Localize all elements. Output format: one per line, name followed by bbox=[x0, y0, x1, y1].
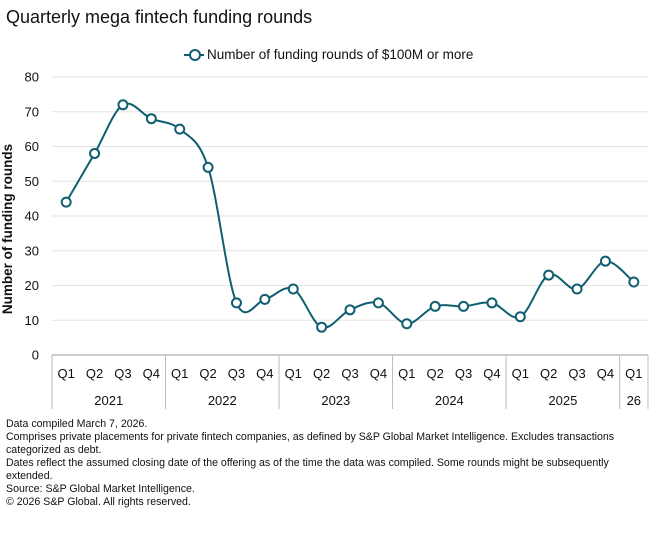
data-point bbox=[543, 269, 555, 281]
legend-label: Number of funding rounds of $100M or mor… bbox=[207, 46, 474, 62]
y-tick-label: 40 bbox=[25, 209, 39, 224]
y-axis-ticks: 0 10 20 30 40 50 60 70 80 bbox=[25, 70, 39, 363]
x-tick-label: Q1 bbox=[58, 366, 75, 381]
x-tick-label: Q3 bbox=[114, 366, 131, 381]
x-tick-label: Q2 bbox=[540, 366, 557, 381]
x-tick-label: Q1 bbox=[512, 366, 529, 381]
note-source: Source: S&P Global Market Intelligence. bbox=[6, 483, 195, 495]
x-tick-label: Q1 bbox=[285, 366, 302, 381]
year-label: 26 bbox=[627, 393, 641, 408]
x-tick-label: Q2 bbox=[86, 366, 103, 381]
data-point bbox=[287, 283, 299, 295]
data-point bbox=[514, 311, 526, 323]
x-tick-label: Q1 bbox=[398, 366, 415, 381]
x-tick-label: Q1 bbox=[625, 366, 642, 381]
footnotes: Data compiled March 7, 2026. Comprises p… bbox=[6, 418, 636, 509]
line-chart: 0 10 20 30 40 50 60 70 80 Number of funding roun… bbox=[0, 70, 649, 409]
x-tick-label: Q4 bbox=[256, 366, 273, 381]
data-point bbox=[628, 276, 640, 288]
y-tick-label: 80 bbox=[25, 70, 39, 85]
data-point bbox=[202, 161, 214, 173]
data-point bbox=[372, 297, 384, 309]
data-point bbox=[316, 321, 328, 333]
x-tick-label: Q3 bbox=[341, 366, 358, 381]
note-copyright: © 2026 S&P Global. All rights reserved. bbox=[6, 496, 191, 508]
y-axis-label: Number of funding rounds bbox=[0, 144, 15, 314]
x-tick-label: Q3 bbox=[568, 366, 585, 381]
note-dates: Dates reflect the assumed closing date o… bbox=[6, 457, 609, 482]
data-point bbox=[145, 113, 157, 125]
year-label: 2023 bbox=[321, 393, 350, 408]
x-tick-label: Q1 bbox=[171, 366, 188, 381]
data-point bbox=[60, 196, 72, 208]
y-tick-label: 50 bbox=[25, 174, 39, 189]
data-point bbox=[259, 293, 271, 305]
x-tick-label: Q2 bbox=[199, 366, 216, 381]
data-point bbox=[174, 123, 186, 135]
x-tick-label: Q4 bbox=[370, 366, 387, 381]
data-point bbox=[89, 147, 101, 159]
x-tick-label: Q2 bbox=[426, 366, 443, 381]
data-point bbox=[117, 99, 129, 111]
legend-line-marker-icon bbox=[184, 47, 204, 61]
x-tick-label: Q4 bbox=[483, 366, 500, 381]
note-compiled: Data compiled March 7, 2026. bbox=[6, 418, 148, 430]
data-point bbox=[401, 318, 413, 330]
year-label: 2025 bbox=[548, 393, 577, 408]
data-point bbox=[599, 255, 611, 267]
year-label: 2022 bbox=[208, 393, 237, 408]
data-point bbox=[230, 297, 242, 309]
x-tick-label: Q3 bbox=[455, 366, 472, 381]
note-comprises: Comprises private placements for private… bbox=[6, 431, 615, 456]
data-point bbox=[429, 300, 441, 312]
data-point bbox=[458, 300, 470, 312]
x-tick-label: Q3 bbox=[228, 366, 245, 381]
y-tick-label: 0 bbox=[32, 348, 39, 363]
grid bbox=[52, 76, 648, 321]
data-point bbox=[486, 297, 498, 309]
y-tick-label: 10 bbox=[25, 313, 39, 328]
y-tick-label: 30 bbox=[25, 243, 39, 258]
year-label: 2021 bbox=[94, 393, 123, 408]
x-tick-label: Q4 bbox=[597, 366, 614, 381]
legend: Number of funding rounds of $100M or mor… bbox=[184, 45, 473, 63]
y-tick-label: 70 bbox=[25, 104, 39, 119]
data-points bbox=[60, 99, 640, 333]
data-point bbox=[344, 304, 356, 316]
data-point bbox=[571, 283, 583, 295]
y-tick-label: 60 bbox=[25, 139, 39, 154]
year-label: 2024 bbox=[435, 393, 464, 408]
x-axis: Q1 Q2 Q3 Q4 Q1 Q2 Q3 Q4 Q1 Q2 Q3 Q4 Q1 Q2 Q3 Q4 Q1 Q2 Q3 Q4… bbox=[51, 354, 649, 409]
x-tick-label: Q4 bbox=[143, 366, 160, 381]
chart-title: Quarterly mega fintech funding rounds bbox=[6, 7, 313, 27]
x-tick-label: Q2 bbox=[313, 366, 330, 381]
y-tick-label: 20 bbox=[25, 278, 39, 293]
